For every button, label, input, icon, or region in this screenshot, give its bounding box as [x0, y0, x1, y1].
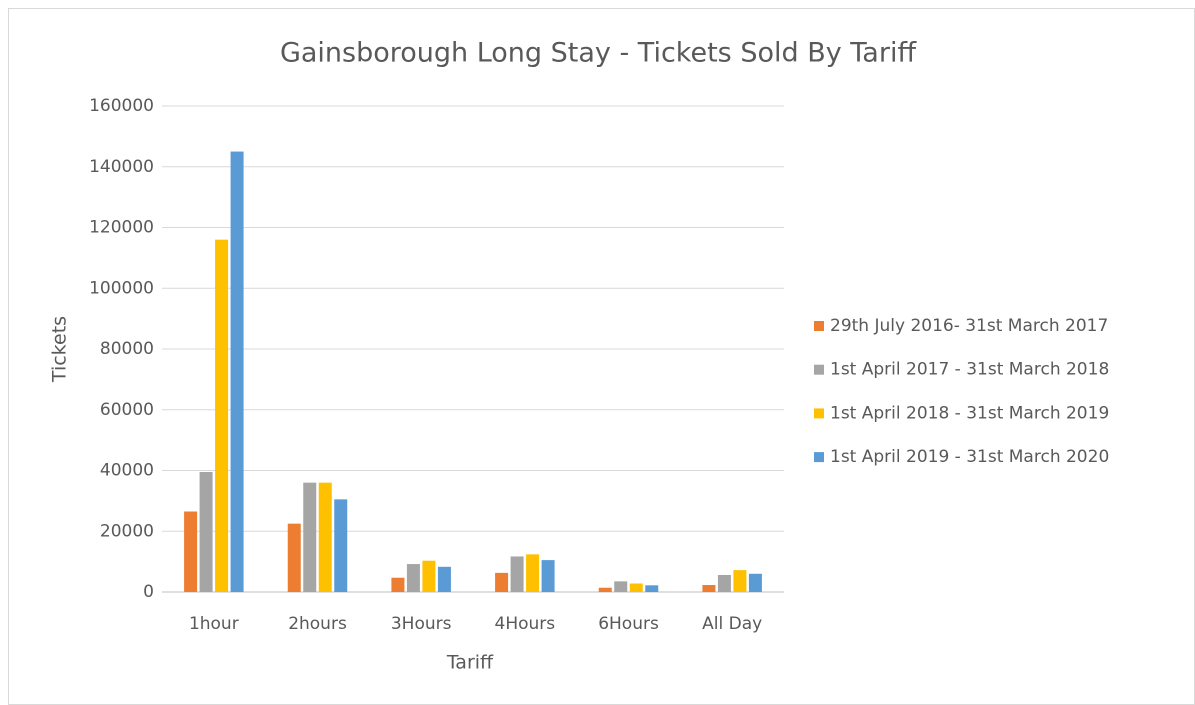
- bar: [629, 583, 643, 592]
- bar: [733, 570, 747, 592]
- x-tick-label: 2hours: [288, 614, 347, 634]
- x-tick-label: 6Hours: [598, 614, 659, 634]
- bar: [614, 581, 628, 592]
- bar: [526, 554, 540, 592]
- bar: [702, 585, 716, 592]
- bar: [645, 585, 659, 592]
- bar: [334, 499, 348, 592]
- bar: [495, 572, 509, 592]
- legend-label: 1st April 2019 - 31st March 2020: [830, 447, 1109, 467]
- bar: [215, 239, 229, 592]
- y-tick-label: 140000: [89, 157, 154, 177]
- y-tick-label: 40000: [100, 461, 154, 481]
- x-axis-title: Tariff: [446, 652, 494, 674]
- legend-swatch: [814, 408, 824, 419]
- bar: [303, 482, 317, 592]
- y-tick-label: 20000: [100, 521, 154, 541]
- y-tick-label: 160000: [89, 96, 154, 116]
- bar: [287, 523, 301, 592]
- bar: [406, 564, 420, 592]
- bar: [184, 511, 198, 592]
- legend-swatch: [814, 364, 824, 375]
- bar: [598, 587, 612, 592]
- bar: [748, 573, 762, 592]
- chart-title: Gainsborough Long Stay - Tickets Sold By…: [280, 38, 918, 69]
- y-tick-label: 120000: [89, 218, 154, 238]
- y-tick-label: 100000: [89, 278, 154, 298]
- legend-swatch: [814, 321, 824, 331]
- x-tick-label: 4Hours: [495, 614, 556, 634]
- x-tick-label: 3Hours: [391, 614, 452, 634]
- bar: [230, 151, 244, 592]
- bar: [422, 560, 436, 592]
- x-tick-label: All Day: [702, 614, 762, 634]
- y-tick-label: 80000: [100, 339, 154, 359]
- legend-label: 29th July 2016- 31st March 2017: [830, 316, 1108, 336]
- chart-border: [8, 8, 1195, 705]
- bar: [199, 472, 213, 592]
- bar: [510, 556, 524, 592]
- bar: [391, 577, 405, 592]
- legend-label: 1st April 2017 - 31st March 2018: [830, 360, 1109, 380]
- legend-label: 1st April 2018 - 31st March 2019: [830, 403, 1109, 423]
- x-tick-label: 1hour: [189, 614, 239, 634]
- legend-swatch: [814, 452, 824, 463]
- bar: [437, 566, 451, 592]
- y-tick-label: 0: [143, 582, 154, 602]
- y-tick-label: 60000: [100, 400, 154, 420]
- y-axis-title: Tickets: [49, 316, 71, 383]
- bar: [541, 560, 555, 592]
- bar: [318, 482, 332, 592]
- bar: [717, 574, 731, 592]
